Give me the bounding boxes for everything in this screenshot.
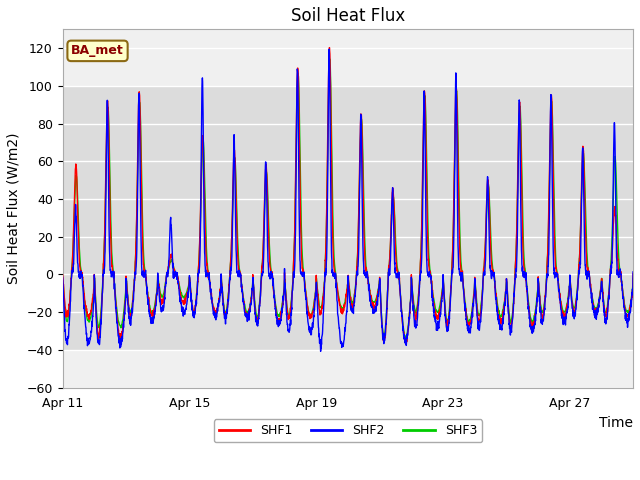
- Text: BA_met: BA_met: [71, 44, 124, 58]
- Title: Soil Heat Flux: Soil Heat Flux: [291, 7, 405, 25]
- X-axis label: Time: Time: [599, 416, 633, 430]
- Y-axis label: Soil Heat Flux (W/m2): Soil Heat Flux (W/m2): [7, 133, 21, 284]
- Legend: SHF1, SHF2, SHF3: SHF1, SHF2, SHF3: [214, 420, 482, 443]
- Bar: [63, 86, 633, 350]
